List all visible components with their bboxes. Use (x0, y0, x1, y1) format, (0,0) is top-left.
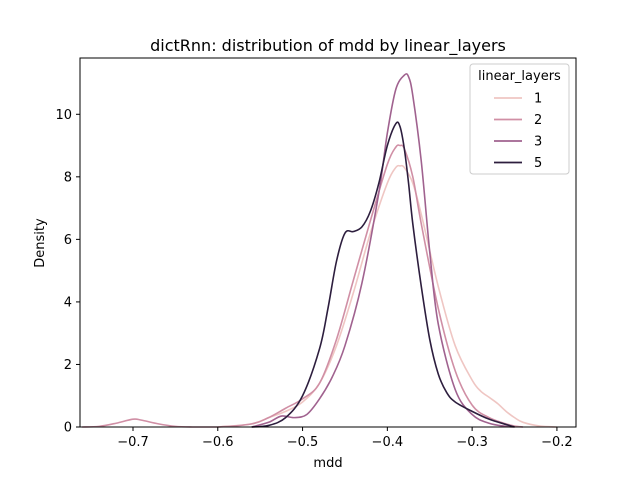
density-curves (82, 73, 557, 428)
x-tick-label: −0.2 (541, 435, 573, 450)
y-tick-label: 6 (64, 233, 72, 248)
density-line-5 (251, 121, 515, 428)
y-axis-label: Density (33, 218, 48, 268)
x-tick-label: −0.7 (117, 435, 149, 450)
x-tick-label: −0.6 (202, 435, 234, 450)
legend-label-5: 5 (534, 156, 542, 171)
y-axis-ticks: 0 2 4 6 8 10 (55, 108, 80, 436)
x-axis-ticks: −0.7 −0.6 −0.5 −0.4 −0.3 −0.2 (117, 427, 573, 450)
x-tick-label: −0.3 (456, 435, 488, 450)
density-line-1 (217, 164, 557, 428)
legend: linear_layers 1 2 3 5 (469, 63, 570, 175)
y-tick-label: 0 (64, 421, 72, 436)
chart-title: dictRnn: distribution of mdd by linear_l… (150, 36, 506, 56)
density-line-2 (82, 144, 524, 428)
legend-label-3: 3 (534, 135, 542, 150)
density-line-3 (251, 73, 515, 428)
legend-label-1: 1 (534, 92, 542, 107)
legend-label-2: 2 (534, 113, 542, 128)
x-tick-label: −0.5 (287, 435, 319, 450)
y-tick-label: 2 (64, 358, 72, 373)
plot-frame (79, 57, 577, 428)
x-axis-label: mdd (313, 456, 342, 471)
y-tick-label: 4 (64, 295, 72, 310)
y-tick-label: 10 (55, 108, 72, 123)
y-tick-label: 8 (64, 170, 72, 185)
x-tick-label: −0.4 (372, 435, 404, 450)
legend-title: linear_layers (478, 69, 561, 84)
